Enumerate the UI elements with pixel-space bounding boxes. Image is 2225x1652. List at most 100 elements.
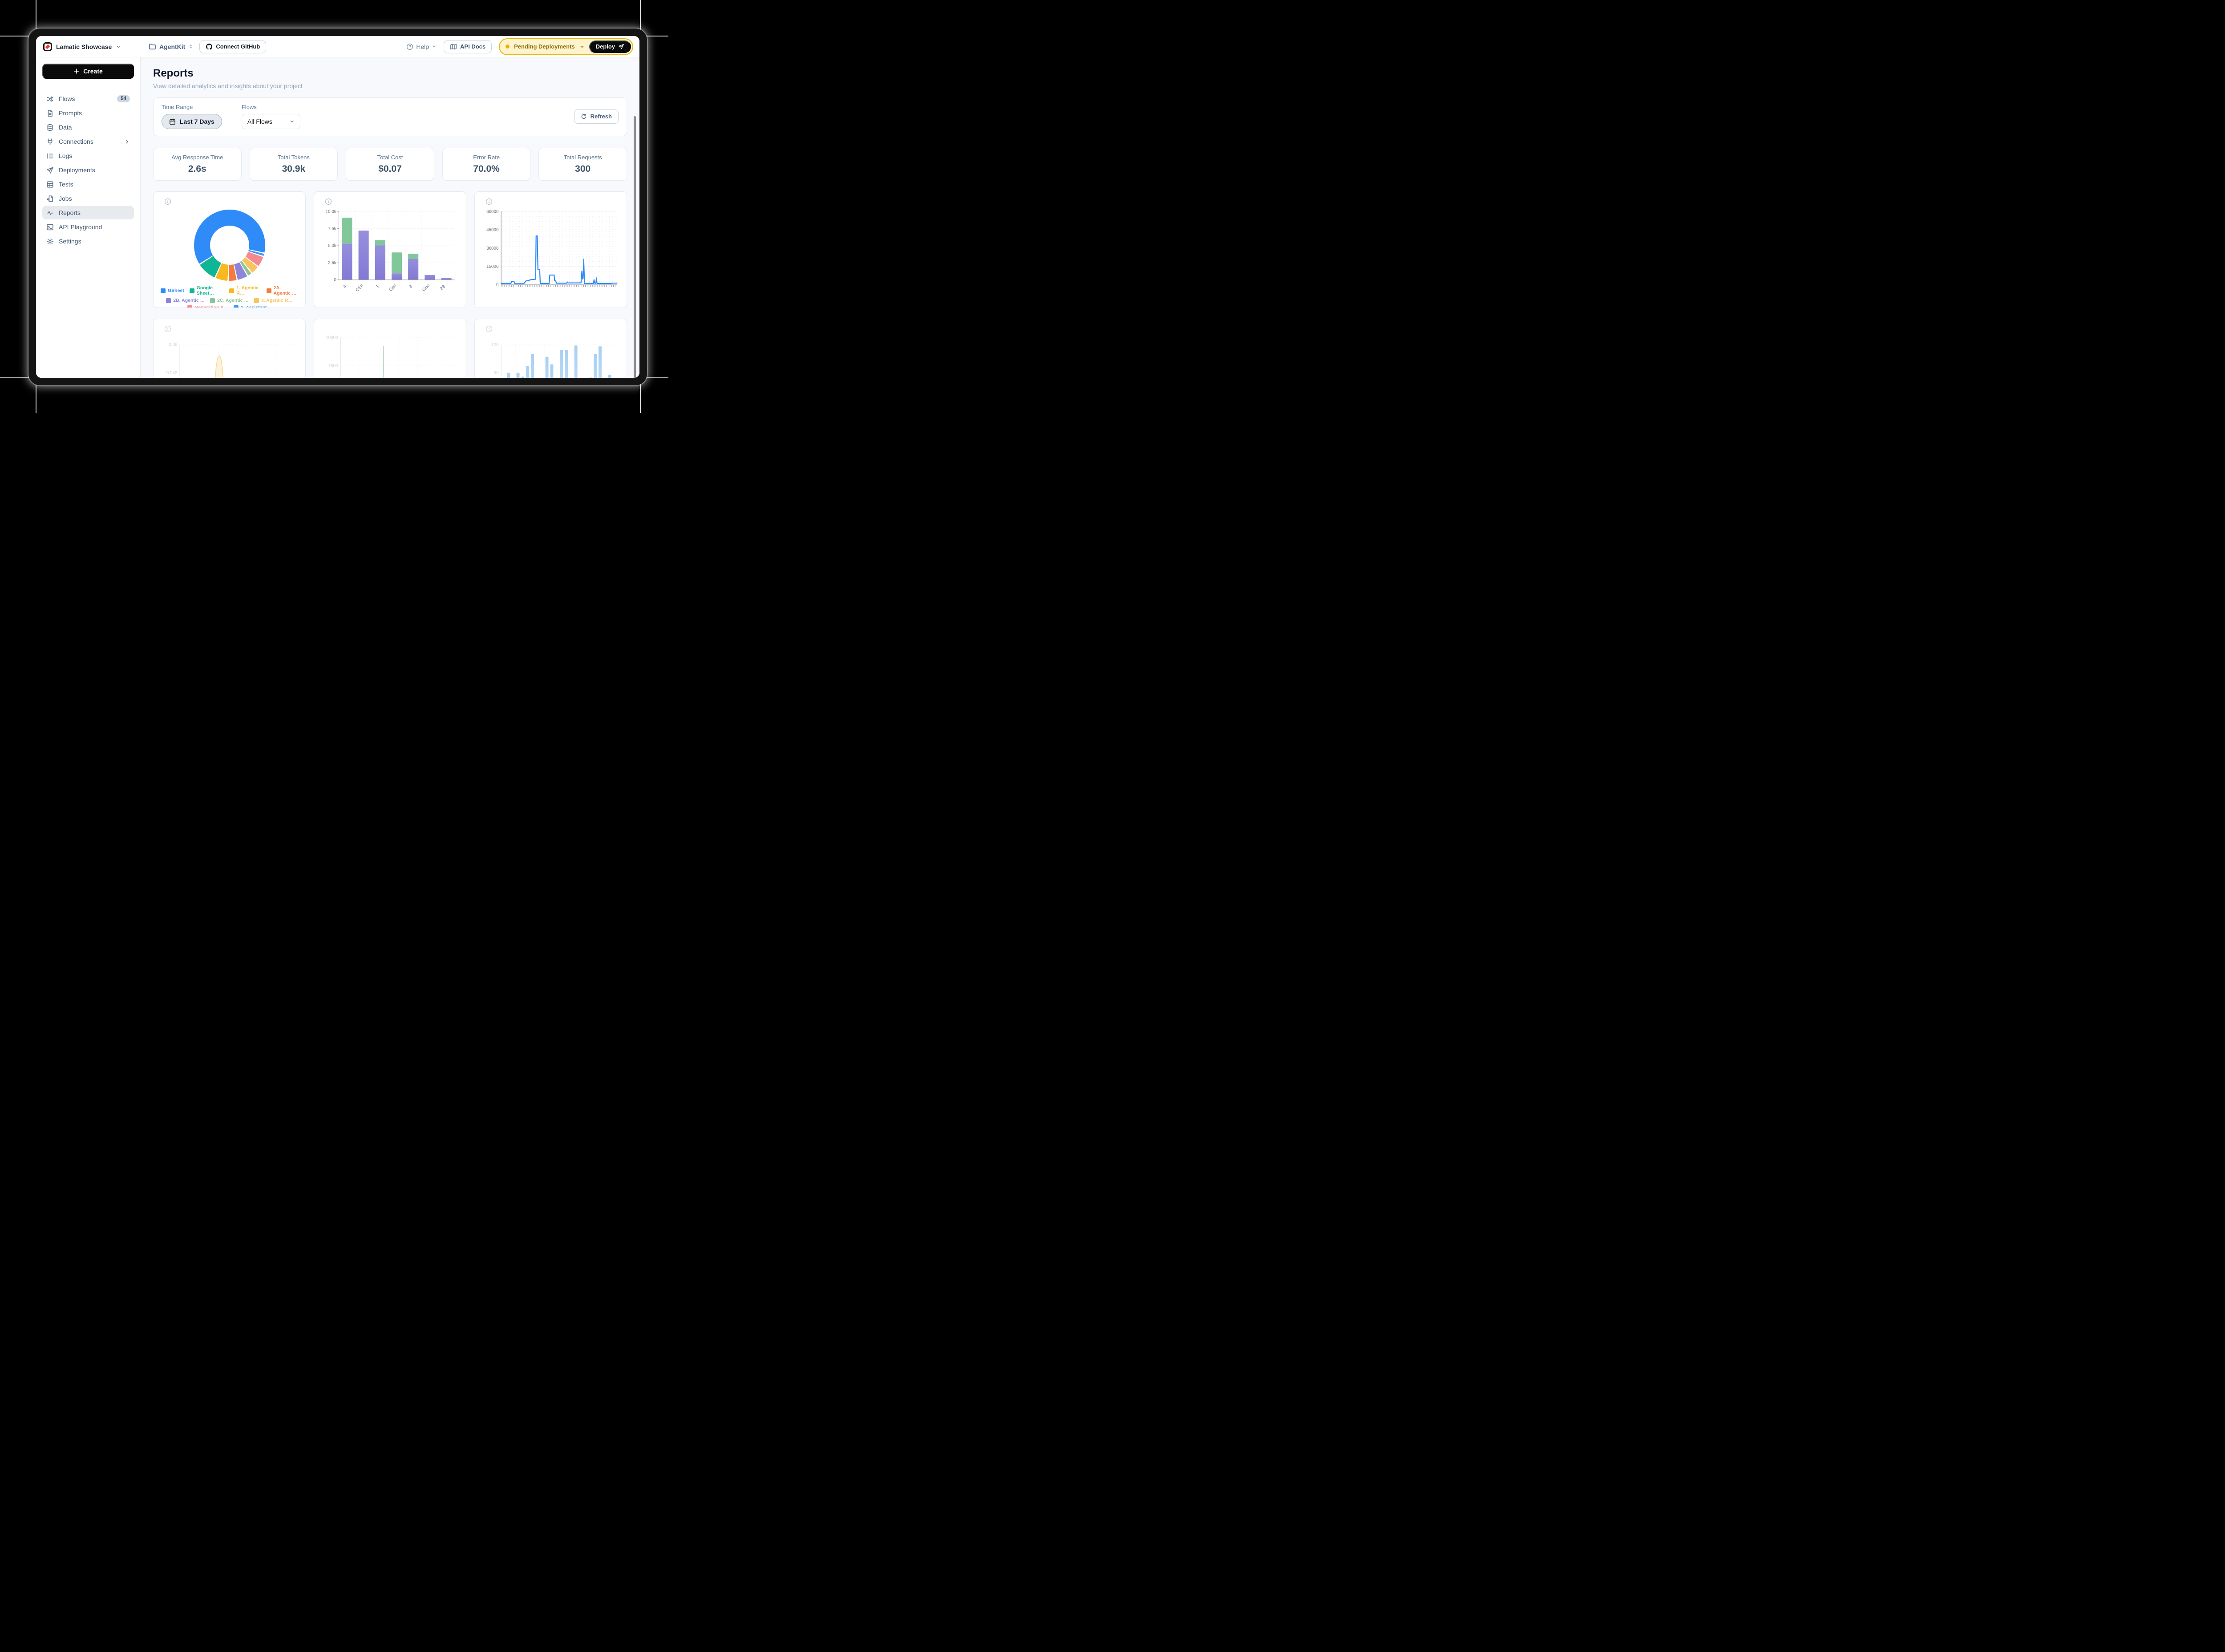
svg-text:GSh: GSh	[355, 283, 365, 293]
sidebar-item-api-playground[interactable]: API Playground	[42, 220, 134, 234]
project-switcher[interactable]: Lamatic Showcase	[36, 42, 141, 51]
flows-count-badge: 54	[117, 95, 130, 102]
response-time-trends-chart: 015000300004500060000	[482, 205, 619, 299]
legend-item: 2A. Agentic …	[267, 285, 298, 296]
info-icon[interactable]	[164, 325, 171, 332]
connect-github-button[interactable]: Connect GitHub	[199, 40, 266, 53]
stat-value: 70.0%	[446, 164, 527, 174]
app-window: Lamatic Showcase AgentKit	[36, 36, 639, 378]
legend-item: Google Sheet…	[190, 285, 224, 296]
main-content: Reports View detailed analytics and insi…	[141, 57, 639, 378]
chart-card-requests-by-flow: GSheetGoogle Sheet…1. Agentic R…2A. Agen…	[153, 191, 306, 308]
sidebar-item-settings[interactable]: Settings	[42, 235, 134, 248]
device-frame: Lamatic Showcase AgentKit	[28, 28, 647, 385]
stats-row: Avg Response Time2.6sTotal Tokens30.9kTo…	[153, 148, 627, 181]
svg-text:60000: 60000	[486, 209, 499, 214]
sidebar: Create Flows54 Prompts Data Connections Logs…	[36, 57, 141, 378]
info-icon[interactable]	[325, 198, 332, 205]
help-icon	[406, 43, 413, 50]
chart-card-token-usage-by-flow: 02.5k5.0k7.5k10.0k3.GSh1.Gen3.Goo2B.	[314, 191, 466, 308]
cost-trends-chart: 0.060.0450.03	[161, 332, 298, 378]
sidebar-nav: Flows54 Prompts Data Connections Logs Deploym…	[42, 92, 134, 248]
connect-github-label: Connect GitHub	[216, 43, 260, 50]
svg-text:0: 0	[496, 283, 499, 287]
sidebar-item-label: Connections	[59, 138, 119, 145]
api-docs-button[interactable]: API Docs	[444, 40, 492, 53]
sidebar-item-tests[interactable]: Tests	[42, 178, 134, 191]
stat-card-error-rate: Error Rate70.0%	[442, 148, 531, 181]
send-icon	[618, 44, 624, 50]
svg-text:0.045: 0.045	[166, 371, 178, 376]
pending-deployments-label: Pending Deployments	[514, 43, 575, 50]
workspace-switcher[interactable]: AgentKit	[149, 43, 193, 50]
sidebar-item-logs[interactable]: Logs	[42, 149, 134, 162]
chevron-down-icon	[579, 44, 585, 49]
chart-card-cost-trends: 0.060.0450.03	[153, 319, 306, 378]
lamatic-logo-icon	[43, 42, 52, 51]
sidebar-item-reports[interactable]: Reports	[42, 206, 134, 219]
flows-select-value: All Flows	[247, 118, 272, 125]
info-icon[interactable]	[485, 325, 493, 332]
chart-area: 1209060	[482, 332, 619, 378]
svg-text:7500: 7500	[328, 364, 338, 368]
logs-icon	[46, 152, 54, 160]
legend-item: GSheet	[161, 285, 184, 296]
time-range-button[interactable]: Last 7 Days	[162, 114, 222, 129]
info-icon[interactable]	[164, 198, 171, 205]
stat-label: Total Cost	[350, 154, 430, 161]
sidebar-item-flows[interactable]: Flows54	[42, 92, 134, 105]
help-label: Help	[416, 43, 429, 50]
sidebar-item-deployments[interactable]: Deployments	[42, 163, 134, 177]
svg-text:3.: 3.	[342, 283, 348, 289]
tests-icon	[46, 181, 54, 188]
sidebar-item-jobs[interactable]: Jobs	[42, 192, 134, 205]
svg-text:0: 0	[334, 278, 336, 283]
help-menu[interactable]: Help	[406, 43, 437, 50]
chart-card-token-usage-over-time: 1000075005000	[314, 319, 466, 378]
svg-text:3.: 3.	[408, 283, 414, 289]
svg-text:15000: 15000	[486, 264, 499, 269]
deploy-button[interactable]: Deploy	[589, 40, 631, 53]
legend-item: 3. Agentic R…	[254, 298, 293, 303]
create-button[interactable]: Create	[42, 64, 134, 79]
status-dot-icon	[506, 45, 510, 49]
svg-text:Gen: Gen	[388, 283, 398, 292]
sidebar-item-label: Prompts	[59, 109, 130, 117]
app-header: Lamatic Showcase AgentKit	[36, 36, 639, 57]
svg-text:Goo: Goo	[421, 283, 431, 292]
stat-value: $0.07	[350, 164, 430, 174]
time-range-label: Time Range	[162, 104, 222, 110]
info-icon[interactable]	[485, 198, 493, 205]
chevron-right-icon	[124, 139, 130, 145]
flows-select[interactable]: All Flows	[242, 114, 300, 129]
api-playground-icon	[46, 223, 54, 231]
svg-text:10.0k: 10.0k	[326, 209, 336, 214]
time-range-value: Last 7 Days	[180, 118, 214, 125]
svg-text:1.: 1.	[375, 283, 381, 289]
sidebar-item-label: Deployments	[59, 166, 130, 174]
svg-text:45000: 45000	[486, 228, 499, 233]
sidebar-item-label: Jobs	[59, 195, 130, 202]
settings-icon	[46, 238, 54, 245]
svg-text:10000: 10000	[326, 335, 338, 340]
create-label: Create	[83, 68, 103, 75]
chevron-up-down-icon	[188, 44, 193, 49]
refresh-icon	[581, 113, 587, 120]
stage: Lamatic Showcase AgentKit	[0, 0, 668, 413]
reports-icon	[46, 209, 54, 217]
connections-icon	[46, 138, 54, 146]
sidebar-item-label: Tests	[59, 181, 130, 188]
app-body: Create Flows54 Prompts Data Connections Logs…	[36, 57, 639, 378]
sidebar-item-connections[interactable]: Connections	[42, 135, 134, 148]
refresh-button[interactable]: Refresh	[574, 109, 619, 124]
refresh-label: Refresh	[591, 113, 612, 120]
pending-deployments-pill[interactable]: Pending Deployments Deploy	[499, 38, 633, 55]
stat-label: Total Requests	[542, 154, 623, 161]
scrollbar-thumb[interactable]	[634, 116, 636, 378]
charts-row-top: GSheetGoogle Sheet…1. Agentic R…2A. Agen…	[153, 191, 627, 308]
stat-label: Total Tokens	[254, 154, 334, 161]
chart-card-response-time-trends: 015000300004500060000	[474, 191, 627, 308]
sidebar-item-data[interactable]: Data	[42, 121, 134, 134]
sidebar-item-prompts[interactable]: Prompts	[42, 106, 134, 120]
filters-card: Time Range Last 7 Days Flows All Flows	[153, 97, 627, 136]
